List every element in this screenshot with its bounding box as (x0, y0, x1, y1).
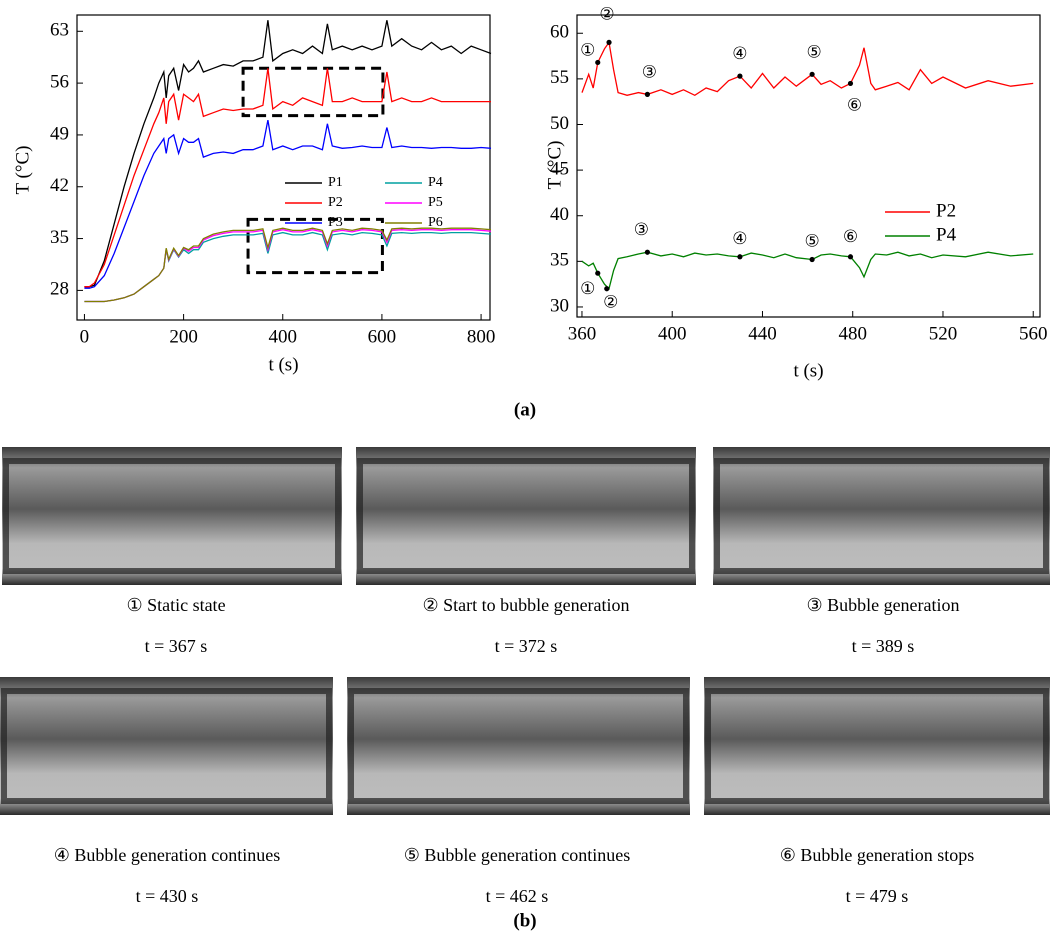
legend-label: P3 (328, 215, 343, 230)
series-line (581, 40, 1034, 97)
annotation-dot (847, 254, 854, 260)
legend-label: P2 (328, 195, 343, 210)
x-tick-label: 440 (748, 323, 777, 344)
plot-frame (576, 14, 1041, 318)
photo (347, 677, 690, 815)
photo (704, 677, 1050, 815)
x-tick-label: 520 (929, 323, 958, 344)
y-axis-label: T (°C) (544, 141, 565, 190)
photo-caption: ② Start to bubble generation (422, 595, 629, 615)
y-tick-label: 50 (550, 113, 569, 134)
annotation-label: ① (580, 40, 595, 60)
y-tick-label: 30 (550, 295, 569, 316)
photo-caption: ⑤ Bubble generation continues (404, 845, 631, 865)
photo-caption: ④ Bubble generation continues (54, 845, 281, 865)
photo (2, 447, 342, 585)
y-tick-label: 35 (550, 250, 569, 271)
annotation-dot (809, 256, 815, 263)
series-line (581, 251, 1034, 290)
photo-caption: ⑥ Bubble generation stops (780, 845, 975, 865)
annotation-dot (595, 270, 601, 276)
x-axis-label: t (s) (268, 354, 298, 375)
series-line (84, 231, 492, 303)
annotation-label: ② (603, 293, 618, 313)
photo (356, 447, 696, 585)
y-tick-label: 55 (550, 67, 569, 88)
annotation-dot (847, 80, 854, 87)
photo-time: t = 367 s (145, 636, 208, 656)
series-line (84, 20, 492, 288)
x-tick-label: 480 (838, 323, 867, 344)
annotation-label: ⑤ (806, 42, 821, 62)
legend-label: P6 (428, 215, 443, 230)
y-tick-label: 49 (50, 123, 69, 144)
annotation-label: ⑥ (843, 227, 858, 247)
photo-frame (705, 688, 1049, 804)
panel-label: (b) (513, 910, 536, 931)
series-line (84, 119, 492, 289)
x-tick-label: 800 (467, 326, 496, 347)
y-tick-label: 42 (50, 175, 69, 196)
annotation-label: ③ (642, 62, 657, 82)
annotation-label: ⑤ (804, 232, 819, 252)
annotation-dot (737, 254, 743, 260)
series-line (84, 229, 492, 303)
legend-label: P5 (428, 195, 443, 210)
legend-label: P2 (936, 200, 956, 221)
annotation-dot (809, 71, 815, 77)
annotation-label: ③ (634, 220, 649, 240)
y-tick-label: 63 (50, 20, 69, 41)
photo-frame (3, 458, 341, 574)
plot-frame (76, 14, 491, 321)
y-tick-label: 40 (550, 204, 569, 225)
series-line (84, 227, 492, 303)
annotation-dot (644, 249, 650, 255)
legend-label: P1 (328, 175, 343, 190)
series-line (84, 68, 491, 288)
y-axis-label: T (°C) (12, 146, 33, 195)
photo (713, 447, 1050, 585)
photo-time: t = 389 s (852, 636, 915, 656)
annotation-dot (604, 286, 610, 292)
photo-time: t = 462 s (486, 886, 549, 906)
annotation-label: ④ (732, 229, 747, 249)
annotation-label: ② (599, 4, 614, 24)
x-axis-label: t (s) (793, 360, 823, 381)
highlight-box (246, 217, 384, 275)
photo-time: t = 479 s (846, 886, 909, 906)
annotation-label: ① (580, 279, 595, 299)
y-tick-label: 45 (550, 158, 569, 179)
x-tick-label: 0 (80, 326, 90, 347)
photo-frame (348, 688, 689, 804)
y-tick-label: 56 (50, 71, 69, 92)
photo-time: t = 372 s (495, 636, 558, 656)
x-tick-label: 560 (1019, 323, 1048, 344)
annotation-dot (737, 73, 743, 79)
photo-frame (714, 458, 1049, 574)
photo-caption: ③ Bubble generation (806, 595, 959, 615)
annotation-label: ⑥ (847, 95, 862, 115)
photo (0, 677, 333, 815)
y-tick-label: 28 (50, 279, 69, 300)
annotation-dot (606, 39, 612, 45)
x-tick-label: 600 (368, 326, 397, 347)
panel-label: (a) (514, 399, 536, 420)
annotation-dot (595, 59, 601, 66)
photo-frame (357, 458, 695, 574)
x-tick-label: 400 (658, 323, 687, 344)
photo-frame (1, 688, 332, 804)
x-tick-label: 400 (269, 326, 298, 347)
y-tick-label: 60 (550, 22, 569, 43)
x-tick-label: 360 (568, 323, 597, 344)
photo-time: t = 430 s (136, 886, 199, 906)
legend-label: P4 (936, 224, 957, 245)
y-tick-label: 35 (50, 227, 69, 248)
legend-label: P4 (428, 175, 443, 190)
annotation-label: ④ (732, 44, 747, 64)
photo-caption: ① Static state (126, 595, 225, 615)
x-tick-label: 200 (169, 326, 198, 347)
annotation-dot (644, 91, 650, 97)
